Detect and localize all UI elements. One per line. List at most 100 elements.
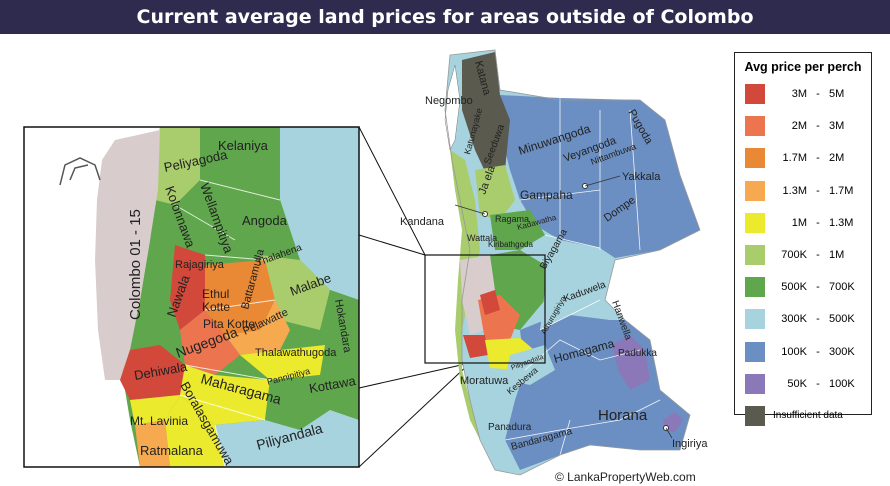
legend-row: 700K -1M xyxy=(735,239,871,271)
legend-dash: - xyxy=(816,216,820,229)
legend-row: 1.3M -1.7M xyxy=(735,175,871,207)
legend-range: 300K -500K xyxy=(773,313,863,325)
legend-high: 1.3M xyxy=(829,216,854,229)
legend-low: 100K xyxy=(781,345,807,358)
legend-low: 1.7M xyxy=(782,152,807,165)
legend-high: 3M xyxy=(829,120,845,133)
legend-low: 3M xyxy=(791,88,807,101)
inset-harbour xyxy=(59,157,101,186)
label-pita-kotte: Pita Kotte xyxy=(203,317,255,331)
legend-range: 700K -1M xyxy=(773,249,863,261)
legend-rows: 3M -5M 2M -3M 1.7M -2M 1.3M -1.7M 1M -1.3M 700K -1M… xyxy=(735,78,871,432)
label-ratmalana: Ratmalana xyxy=(140,443,204,458)
region-katana xyxy=(462,52,510,178)
legend-swatch xyxy=(745,84,765,105)
label-angoda: Angoda xyxy=(242,213,288,228)
legend-high: 300K xyxy=(829,345,855,358)
region-kaduwela xyxy=(540,285,610,330)
label-rajagiriya: Rajagiriya xyxy=(175,259,225,271)
legend-swatch xyxy=(745,245,765,266)
legend: Avg price per perch 3M -5M 2M -3M 1.7M -2M 1.3… xyxy=(734,52,872,426)
legend-dash: - xyxy=(816,152,820,165)
legend-row: 300K -500K xyxy=(735,303,871,335)
legend-label: Insufficient data xyxy=(773,410,843,422)
legend-range: 50K -100K xyxy=(773,378,863,390)
legend-dash: - xyxy=(816,345,820,358)
legend-range: 1.7M -2M xyxy=(773,152,863,164)
inset-region-rajagiriya xyxy=(170,245,205,330)
region-kadawatha xyxy=(490,210,545,250)
legend-range: 500K -700K xyxy=(773,281,863,293)
legend-row: 500K -700K xyxy=(735,271,871,303)
inset-region-battaramulla xyxy=(205,260,275,335)
legend-dash: - xyxy=(816,313,820,326)
legend-swatch xyxy=(745,277,765,298)
legend-dash: - xyxy=(816,377,820,390)
legend-title: Avg price per perch xyxy=(744,60,862,74)
price-map: Kelaniya Peliyagoda Kolonnawa Wellampiti… xyxy=(23,49,708,476)
legend-low: 500K xyxy=(781,281,807,294)
legend-range: 2M -3M xyxy=(773,120,863,132)
inset-region-thalawathugoda xyxy=(240,345,325,380)
legend-row: 2M -3M xyxy=(735,110,871,142)
legend-dash: - xyxy=(816,184,820,197)
inset-region-ratmalana xyxy=(135,420,170,467)
legend-row: 3M -5M xyxy=(735,78,871,110)
legend-low: 2M xyxy=(791,120,807,133)
map-title: Current average land prices for areas ou… xyxy=(0,0,890,34)
label-negombo: Negombo xyxy=(425,95,473,107)
legend-row: 1M -1.3M xyxy=(735,207,871,239)
legend-swatch xyxy=(745,309,765,330)
legend-dash: - xyxy=(816,249,820,262)
inset-region-peliyagoda xyxy=(150,127,200,205)
legend-row: 50K -100K xyxy=(735,368,871,400)
inset-region-boralasgamuwa xyxy=(165,395,225,467)
label-ragama: Ragama xyxy=(495,214,529,224)
legend-swatch xyxy=(745,405,765,426)
legend-swatch xyxy=(745,116,765,137)
legend-row: 100K -300K xyxy=(735,336,871,368)
label-mt-lavinia: Mt. Lavinia xyxy=(130,414,188,428)
legend-swatch xyxy=(745,148,765,169)
label-colombo: Colombo 01 - 15 xyxy=(127,209,144,320)
legend-dash: - xyxy=(816,281,820,294)
legend-swatch xyxy=(745,341,765,362)
legend-row: Insufficient data xyxy=(735,400,871,432)
region-rajagiriya-main xyxy=(480,290,500,315)
legend-high: 1.7M xyxy=(829,184,854,197)
region-dehiwala-main xyxy=(463,335,488,358)
inset-region-hokandara xyxy=(320,290,359,420)
inset-region-angoda xyxy=(235,190,300,260)
region-ja-ela xyxy=(475,165,515,220)
legend-dash: - xyxy=(816,120,820,133)
label-panadura: Panadura xyxy=(488,422,532,433)
region-padukka xyxy=(612,335,650,390)
label-gampaha: Gampaha xyxy=(520,188,573,202)
label-thalawathugoda: Thalawathugoda xyxy=(255,347,337,359)
inset-map: Kelaniya Peliyagoda Kolonnawa Wellampiti… xyxy=(23,126,360,468)
negombo-lagoon xyxy=(444,64,461,151)
inset-region-kotte xyxy=(180,310,240,375)
legend-swatch xyxy=(745,212,765,233)
legend-swatch xyxy=(745,180,765,201)
label-ethul-kotte: Ethul Kotte xyxy=(202,287,230,314)
inset-region-maharagama xyxy=(180,365,270,425)
label-kandana: Kandana xyxy=(400,216,445,228)
legend-low: 1M xyxy=(791,216,807,229)
label-kiribathgoda: Kiribathgoda xyxy=(488,240,533,249)
legend-high: 5M xyxy=(829,88,845,101)
legend-range: 100K -300K xyxy=(773,346,863,358)
legend-low: 700K xyxy=(781,249,807,262)
label-ingiriya: Ingiriya xyxy=(672,438,708,450)
label-yakkala: Yakkala xyxy=(622,171,661,183)
legend-low: 300K xyxy=(781,313,807,326)
legend-high: 700K xyxy=(829,281,855,294)
legend-range: Insufficient data xyxy=(773,410,863,421)
label-wattala: Wattala xyxy=(467,233,497,243)
legend-low: 50K xyxy=(787,377,807,390)
inset-region-pannipitiya xyxy=(265,375,330,430)
legend-dash: - xyxy=(816,88,820,101)
legend-high: 500K xyxy=(829,313,855,326)
label-kelaniya: Kelaniya xyxy=(218,138,269,153)
legend-range: 1M -1.3M xyxy=(773,217,863,229)
